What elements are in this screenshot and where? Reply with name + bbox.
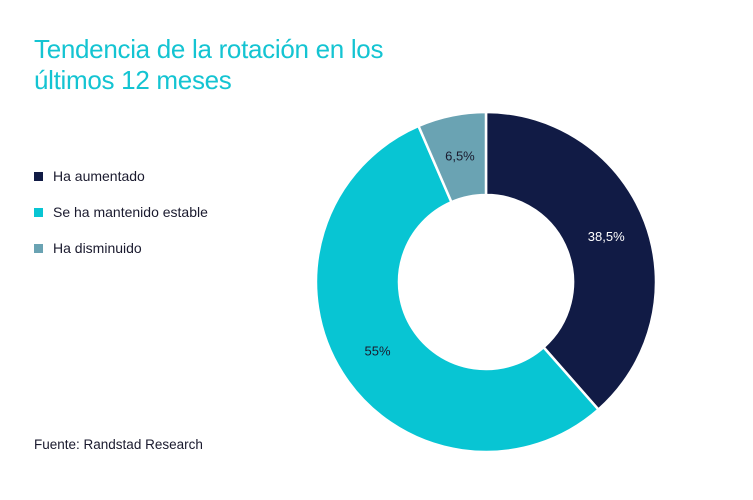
source-note: Fuente: Randstad Research [34,437,203,452]
slice-label-aumentado: 38,5% [588,229,625,244]
legend-item-disminuido: Ha disminuido [34,230,208,266]
legend-swatch-estable [34,207,43,217]
legend-item-aumentado: Ha aumentado [34,158,208,194]
slice-estable [314,124,600,454]
slice-label-disminuido: 6,5% [445,149,475,164]
legend-label-aumentado: Ha aumentado [53,168,145,184]
chart-title: Tendencia de la rotación en los últimos … [34,34,384,95]
slice-aumentado [484,110,658,411]
legend-swatch-disminuido [34,243,43,253]
legend-item-estable: Se ha mantenido estable [34,194,208,230]
legend-swatch-aumentado [34,171,43,181]
legend-label-estable: Se ha mantenido estable [53,204,208,220]
legend: Ha aumentado Se ha mantenido estable Ha … [34,158,208,266]
legend-label-disminuido: Ha disminuido [53,240,142,256]
slice-disminuido [417,110,488,204]
slice-label-estable: 55% [364,343,390,358]
